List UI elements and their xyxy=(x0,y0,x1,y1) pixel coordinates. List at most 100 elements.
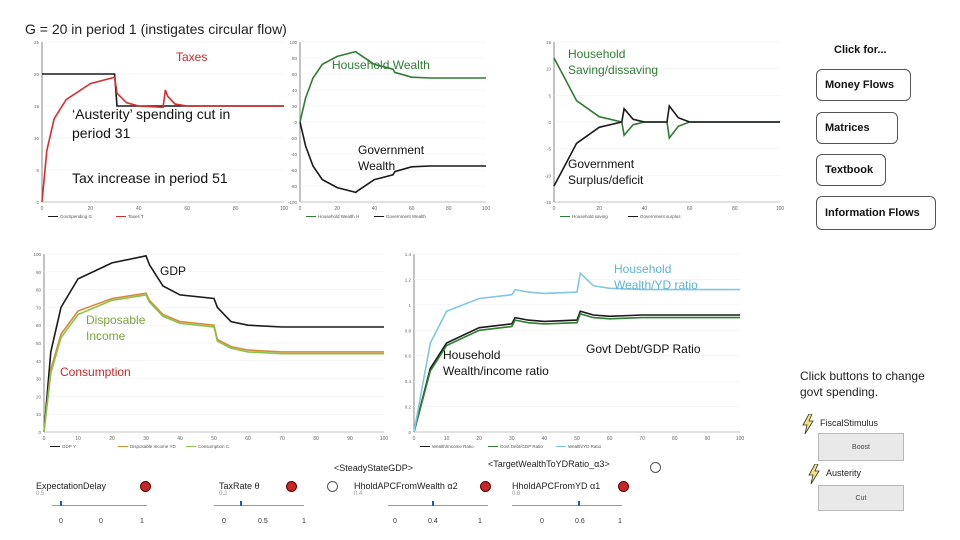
legend-label: Government Wealth xyxy=(386,214,426,219)
legend-label: GDP Y xyxy=(62,444,76,449)
x-tick-label: 90 xyxy=(705,436,711,442)
y-tick-label: 40 xyxy=(292,88,298,93)
steady-state-gdp-label: <SteadyStateGDP> xyxy=(334,463,414,473)
y-tick-label: -5 xyxy=(547,147,551,152)
y-tick-label: -100 xyxy=(288,200,298,205)
series-line xyxy=(299,50,486,123)
govt-debt-gdp-label: Govt Debt/GDP Ratio xyxy=(586,342,701,356)
series-line xyxy=(43,292,384,433)
series-line xyxy=(41,76,284,203)
y-tick-label: 80 xyxy=(292,56,298,61)
slider-tick: 0.4 xyxy=(428,518,438,525)
matrices-button[interactable]: Matrices xyxy=(816,112,898,144)
x-tick-label: 50 xyxy=(574,436,580,442)
slider-track[interactable] xyxy=(388,505,488,506)
money-flows-button[interactable]: Money Flows xyxy=(816,69,911,101)
x-tick-label: 100 xyxy=(482,206,491,212)
slider-track[interactable] xyxy=(214,505,304,506)
x-tick-label: 100 xyxy=(776,206,785,212)
chart-ratios: 0 0.2 0.4 0.6 0.8 1 1.2 1.4 0 10 20 30 40 50 60 70 80 90 1… xyxy=(405,252,745,449)
slider-indicator xyxy=(140,481,151,492)
legend-label: Disposable Income YD xyxy=(130,444,176,449)
y-tick-label: 0.4 xyxy=(405,379,412,384)
austerity-label: ‘Austerity’ spending cut in period 31 xyxy=(72,106,231,141)
slider-tick: 0.6 xyxy=(575,518,585,525)
government-wealth-label: Government Wealth xyxy=(358,143,425,173)
lightning-icon xyxy=(808,464,820,484)
slider-indicator xyxy=(618,481,629,492)
x-tick-label: 100 xyxy=(280,206,289,212)
series-line xyxy=(413,312,740,433)
x-tick-label: 30 xyxy=(509,436,515,442)
y-tick-label: 90 xyxy=(36,270,42,275)
information-flows-button[interactable]: Information Flows xyxy=(816,196,936,230)
chart-gdp: 0 10 20 30 40 50 60 70 80 90 100 0 10 20 30 40 50 60 70 80 9… xyxy=(33,252,389,449)
x-tick-label: 80 xyxy=(233,206,239,212)
slider-tick: 0 xyxy=(59,518,63,525)
legend-label: Household Wealth H xyxy=(318,214,359,219)
y-tick-label: 0 xyxy=(38,430,41,435)
slider-track[interactable] xyxy=(512,505,622,506)
household-saving-label: Household Saving/dissaving xyxy=(568,47,659,77)
x-tick-label: 20 xyxy=(88,206,94,212)
y-tick-label: 5 xyxy=(548,93,551,98)
slider-handle[interactable] xyxy=(60,501,62,506)
chart-wealth: -100 -80 -60 -40 -20 0 20 40 60 80 100 0 20 40 60 80 100… xyxy=(288,40,491,219)
x-tick-label: 10 xyxy=(75,436,81,442)
y-tick-label: 100 xyxy=(33,252,41,257)
y-tick-label: 0.6 xyxy=(405,354,412,359)
y-tick-label: 1 xyxy=(408,303,411,308)
click-for-heading: Click for... xyxy=(834,44,887,56)
x-tick-label: 70 xyxy=(639,436,645,442)
y-tick-label: 20 xyxy=(36,394,42,399)
slider-handle[interactable] xyxy=(578,501,580,506)
x-tick-label: 100 xyxy=(380,436,389,442)
slider-handle[interactable] xyxy=(240,501,242,506)
x-tick-label: 30 xyxy=(143,436,149,442)
slider-tick: 1 xyxy=(618,518,622,525)
y-tick-label: 15 xyxy=(34,104,40,109)
slider-handle[interactable] xyxy=(432,501,434,506)
x-tick-label: 40 xyxy=(542,436,548,442)
austerity-control-label: Austerity xyxy=(826,468,862,478)
chart-taxes-spending: 0 5 10 15 20 25 0 20 40 60 80 100 GovSpending G Taxes… xyxy=(34,40,289,219)
x-tick-label: 0 xyxy=(553,206,556,212)
slider-track[interactable] xyxy=(52,505,147,506)
slider-label: ExpectationDelay xyxy=(36,481,107,491)
legend-label: Government surplus xyxy=(640,214,681,219)
y-tick-label: 0 xyxy=(36,200,39,205)
series-line xyxy=(43,254,384,433)
gdp-label: GDP xyxy=(160,264,187,278)
y-tick-label: 70 xyxy=(36,305,42,310)
x-tick-label: 80 xyxy=(313,436,319,442)
x-tick-label: 0 xyxy=(413,436,416,442)
x-tick-label: 60 xyxy=(409,206,415,212)
y-tick-label: 5 xyxy=(36,168,39,173)
y-tick-label: 10 xyxy=(36,412,42,417)
x-tick-label: 20 xyxy=(476,436,482,442)
target-wealth-toggle[interactable] xyxy=(650,462,661,473)
slider-indicator xyxy=(480,481,491,492)
taxes-label: Taxes xyxy=(176,50,208,64)
wealth-yd-label: Household Wealth/YD ratio xyxy=(614,262,698,292)
slider-tick: 0 xyxy=(222,518,226,525)
slider-tick: 0 xyxy=(99,518,103,525)
y-tick-label: -60 xyxy=(290,168,297,173)
cut-button[interactable]: Cut xyxy=(818,485,904,511)
series-line xyxy=(299,121,486,194)
series-line xyxy=(553,104,780,187)
textbook-button[interactable]: Textbook xyxy=(816,154,886,186)
y-tick-label: 1.4 xyxy=(405,252,412,257)
boost-button[interactable]: Boost xyxy=(818,433,904,461)
slider-value: 0.6 xyxy=(512,491,521,497)
y-tick-label: 0.8 xyxy=(405,328,412,333)
x-tick-label: 10 xyxy=(444,436,450,442)
x-tick-label: 20 xyxy=(334,206,340,212)
y-tick-label: -10 xyxy=(544,173,551,178)
wealth-income-label: Household Wealth/income ratio xyxy=(443,348,549,378)
x-tick-label: 60 xyxy=(184,206,190,212)
steady-state-toggle[interactable] xyxy=(327,481,338,492)
slider-tick: 1 xyxy=(478,518,482,525)
x-tick-label: 50 xyxy=(211,436,217,442)
fiscal-stimulus-label: FiscalStimulus xyxy=(820,418,879,428)
